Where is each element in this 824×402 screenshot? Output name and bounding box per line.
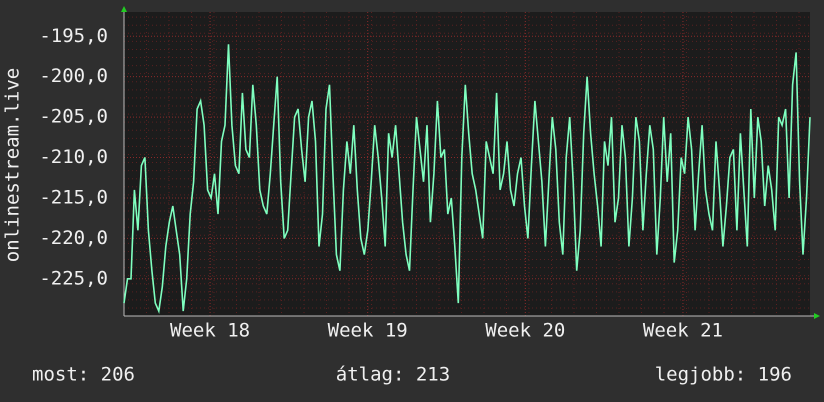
x-tick-label: Week 18	[170, 320, 250, 342]
y-tick-label: -220,0	[39, 227, 108, 249]
y-tick-label: -215,0	[39, 186, 108, 208]
y-tick-label: -225,0	[39, 267, 108, 289]
axis-arrow	[814, 313, 820, 319]
y-tick-label: -195,0	[39, 25, 108, 47]
y-axis-label: onlinestream.live	[2, 68, 24, 262]
y-tick-label: -210,0	[39, 146, 108, 168]
x-tick-label: Week 21	[643, 320, 723, 342]
footer-average: átlag: 213	[336, 364, 450, 386]
y-tick-label: -205,0	[39, 106, 108, 128]
axis-arrow	[121, 6, 127, 12]
plot-area	[124, 12, 810, 316]
x-tick-label: Week 20	[485, 320, 565, 342]
y-tick-label: -200,0	[39, 65, 108, 87]
x-tick-label: Week 19	[328, 320, 408, 342]
data-line	[123, 44, 811, 314]
footer-current: most: 206	[32, 364, 135, 386]
footer-best: legjobb: 196	[655, 364, 792, 386]
